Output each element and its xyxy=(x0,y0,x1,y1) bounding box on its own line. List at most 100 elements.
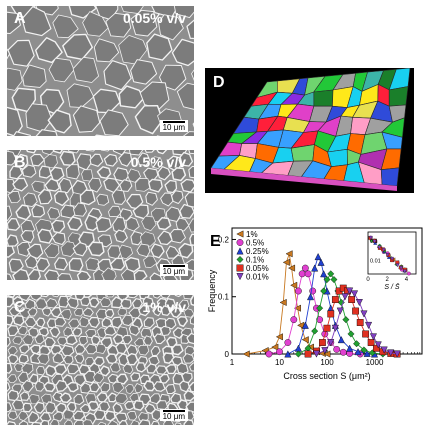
data-point xyxy=(304,350,312,358)
foam-cell xyxy=(68,257,84,273)
concentration-label-a: 0.05% v/v xyxy=(122,10,186,26)
foam-cell xyxy=(72,410,86,421)
foam-cell xyxy=(101,267,117,280)
foam-cell xyxy=(173,6,194,19)
data-point xyxy=(320,287,328,295)
foam-cell xyxy=(7,382,11,392)
foam-cell xyxy=(124,256,141,273)
foam-cell xyxy=(126,411,138,421)
foam-cell xyxy=(165,245,180,259)
data-point xyxy=(355,299,363,307)
foam-cell xyxy=(138,419,151,425)
foam-cell xyxy=(107,392,118,403)
foam-cell xyxy=(189,233,194,246)
foam-cell xyxy=(65,334,78,346)
foam-cell xyxy=(90,335,101,346)
foam-cell xyxy=(128,324,140,336)
foam-cell xyxy=(48,57,75,83)
series-line xyxy=(287,255,375,355)
foam-cell xyxy=(130,372,141,382)
foam-cell xyxy=(7,345,18,356)
data-point xyxy=(356,319,364,326)
legend-entry: 0.25% xyxy=(246,247,269,256)
foam-cell xyxy=(60,309,72,320)
foam-cell xyxy=(117,307,128,317)
foam-cell xyxy=(133,399,145,411)
foam-cell xyxy=(152,305,162,317)
data-point xyxy=(380,346,388,354)
foam-cell xyxy=(34,334,45,345)
data-point xyxy=(352,307,359,315)
foam-cell xyxy=(155,365,168,375)
data-point xyxy=(285,250,293,258)
series-line xyxy=(298,272,383,355)
foam-cell xyxy=(139,231,156,247)
foam-cell xyxy=(7,106,23,136)
inset-data-point xyxy=(377,245,382,250)
inset-data-point xyxy=(385,253,390,257)
foam-cell xyxy=(149,272,163,280)
foam-cells-c xyxy=(7,295,194,425)
foam-cell xyxy=(160,325,171,337)
data-point xyxy=(353,340,361,348)
grain xyxy=(232,116,260,134)
foam-cell xyxy=(98,401,111,413)
foam-cell xyxy=(144,150,155,153)
data-point xyxy=(236,273,244,281)
data-point xyxy=(294,350,302,358)
foam-cell xyxy=(148,178,163,193)
scale-bar-label-b: 10 μm xyxy=(162,267,185,276)
data-point xyxy=(373,344,380,352)
foam-cell xyxy=(37,353,50,365)
x-tick-label: 10 xyxy=(275,358,284,367)
scale-bar-b: 10 μm xyxy=(159,264,188,276)
foam-cell xyxy=(30,153,45,167)
foam-cell xyxy=(28,411,40,424)
foam-cell xyxy=(188,381,194,393)
inset-x-tick-label: 0 xyxy=(366,277,370,283)
data-point xyxy=(287,264,296,272)
foam-cell xyxy=(12,336,23,345)
data-point xyxy=(316,316,324,324)
foam-cell xyxy=(7,205,13,222)
foam-cell xyxy=(60,204,77,219)
foam-cell xyxy=(145,191,158,206)
foam-cell xyxy=(142,296,154,307)
foam-cell xyxy=(73,419,85,425)
foam-cell xyxy=(12,131,32,136)
data-point xyxy=(320,270,328,278)
foam-cell xyxy=(100,297,112,308)
data-point xyxy=(369,333,377,341)
panel-label-b: B xyxy=(14,154,26,171)
foam-cell xyxy=(118,419,128,425)
inset-data-point xyxy=(395,263,400,268)
foam-cell xyxy=(135,362,147,373)
foam-cell xyxy=(156,150,168,155)
micrograph-panel-b: B 0.5% v/v 10 μm xyxy=(7,150,194,280)
grain xyxy=(218,141,243,157)
foam-cell xyxy=(87,241,105,257)
foam-cell xyxy=(35,257,51,273)
foam-cell xyxy=(78,335,88,346)
foam-cell xyxy=(180,333,190,344)
foam-cell xyxy=(31,421,42,425)
foam-cell xyxy=(22,334,34,346)
data-point xyxy=(323,324,331,332)
x-axis-label: Cross section S (μm²) xyxy=(283,371,370,381)
foam-cell xyxy=(105,353,118,365)
foam-cell xyxy=(52,411,64,422)
foam-cell xyxy=(7,273,13,280)
foam-cell xyxy=(182,131,194,136)
foam-cell xyxy=(107,245,122,260)
data-point xyxy=(341,293,349,301)
foam-cell xyxy=(137,345,150,356)
foam-cell xyxy=(176,315,189,328)
foam-cell xyxy=(121,334,133,345)
foam-cell xyxy=(41,307,52,317)
foam-cell xyxy=(12,177,29,192)
foam-cell xyxy=(72,56,99,83)
foam-cell xyxy=(118,35,148,65)
data-point xyxy=(342,316,350,324)
foam-cell xyxy=(111,296,124,309)
foam-cell xyxy=(175,217,190,232)
